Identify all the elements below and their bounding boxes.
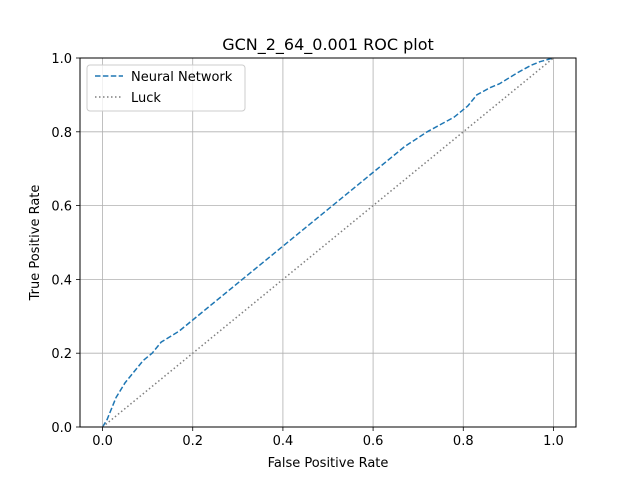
legend-label-luck: Luck: [131, 91, 161, 106]
y-tick-label: 0.4: [51, 273, 72, 288]
x-tick-label: 0.8: [453, 434, 474, 449]
ticks: 0.0 0.2 0.4 0.6 0.8 1.0 0.0 0.2 0.4 0.6 0.8 1.0: [51, 52, 563, 449]
y-tick-label: 0.0: [51, 421, 72, 436]
series-layer: [101, 57, 554, 428]
series-line-neural-network: [101, 57, 554, 428]
x-tick-label: 0.4: [273, 434, 294, 449]
x-tick-label: 0.6: [363, 434, 384, 449]
y-tick-label: 1.0: [51, 52, 72, 67]
x-tick-label: 1.0: [543, 434, 564, 449]
y-tick-label: 0.6: [51, 200, 72, 215]
plot-frame: [79, 57, 577, 428]
y-tick-label: 0.8: [51, 126, 72, 141]
series-line-luck: [102, 57, 554, 428]
grid: [80, 57, 576, 428]
legend-label-neural-network: Neural Network: [131, 70, 233, 85]
y-tick-label: 0.2: [51, 347, 72, 362]
y-axis-label: True Positive Rate: [28, 185, 43, 302]
x-tick-label: 0.2: [182, 434, 203, 449]
x-axis-label: False Positive Rate: [268, 456, 389, 471]
x-tick-label: 0.0: [92, 434, 113, 449]
legend-box: [86, 64, 246, 112]
chart-title: GCN_2_64_0.001 ROC plot: [222, 35, 434, 55]
legend: Neural Network Luck: [86, 64, 246, 112]
